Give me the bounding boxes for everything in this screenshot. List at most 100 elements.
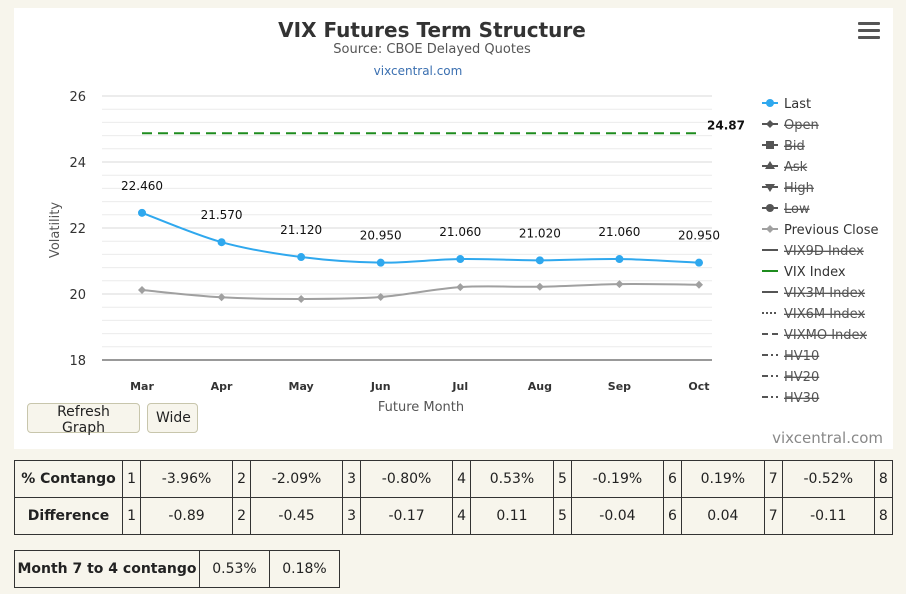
legend-item[interactable]: HV10	[784, 349, 819, 364]
table-cell: 7	[763, 497, 783, 535]
legend-item[interactable]: VIX9D Index	[784, 244, 864, 259]
previous-close-point	[695, 280, 703, 289]
legend-marker	[766, 204, 774, 212]
table-cell: 5	[552, 497, 572, 535]
y-tick-label: 24	[69, 156, 86, 171]
previous-close-point	[138, 286, 146, 295]
last-point	[138, 208, 146, 217]
vix-index-label: 24.87	[707, 118, 745, 132]
data-label: 21.060	[598, 225, 640, 239]
data-label: 22.460	[121, 179, 163, 193]
table-cell: 6	[662, 460, 682, 498]
legend-item[interactable]: Ask	[784, 160, 808, 175]
legend-marker	[765, 161, 775, 169]
table-row: Month 7 to 4 contango 0.53% 0.18%	[14, 550, 340, 588]
table-cell: 0.53%	[470, 460, 554, 498]
legend-item[interactable]: HV20	[784, 370, 819, 385]
x-tick-label: Oct	[688, 380, 709, 393]
chart-title: VIX Futures Term Structure	[278, 18, 586, 42]
chart-link: vixcentral.com	[374, 64, 463, 78]
legend-item[interactable]: Previous Close	[784, 223, 879, 238]
refresh-graph-button[interactable]: Refresh Graph	[27, 403, 140, 436]
x-tick-label: Mar	[130, 380, 154, 393]
last-point	[615, 255, 624, 264]
table-cell: -0.19%	[570, 460, 664, 498]
x-tick-label: Jun	[370, 380, 391, 393]
data-label: 21.060	[439, 225, 481, 239]
table-cell: -3.96%	[140, 460, 234, 498]
table-cell: 3	[342, 497, 362, 535]
table-cell: 0.53%	[199, 550, 270, 588]
table-cell: -0.04	[570, 497, 664, 535]
table-cell: -0.17	[360, 497, 454, 535]
legend-item[interactable]: Low	[784, 202, 810, 217]
table-cell: 8	[873, 497, 894, 535]
last-point	[217, 238, 226, 247]
data-label: 21.020	[519, 226, 561, 240]
legend-marker	[765, 184, 775, 192]
table-cell: 5	[552, 460, 572, 498]
legend-marker	[766, 99, 774, 107]
legend-marker	[766, 141, 774, 149]
previous-close-point	[535, 282, 544, 291]
y-tick-label: 18	[69, 354, 86, 369]
last-point	[456, 255, 465, 264]
table-row: Difference 1 -0.89 2 -0.45 3 -0.17 4 0.1…	[14, 497, 894, 535]
wide-button[interactable]: Wide	[147, 403, 198, 433]
table-cell: 0.18%	[269, 550, 340, 588]
table-cell: 1	[121, 497, 142, 535]
legend-item[interactable]: HV30	[784, 391, 819, 406]
legend-marker	[766, 225, 774, 233]
table-cell: 6	[662, 497, 682, 535]
legend-item[interactable]: High	[784, 181, 814, 196]
legend-item[interactable]: Open	[784, 118, 819, 133]
row-label: Month 7 to 4 contango	[14, 550, 200, 588]
table-cell: 4	[452, 460, 472, 498]
legend-marker	[766, 120, 774, 128]
x-tick-label: Aug	[528, 380, 552, 393]
legend-item[interactable]: VIX3M Index	[784, 286, 865, 301]
hamburger-menu-icon[interactable]	[858, 22, 880, 40]
table-cell: 2	[232, 497, 252, 535]
x-tick-label: Jul	[451, 380, 468, 393]
row-label: Difference	[14, 497, 123, 535]
table-cell: -0.89	[140, 497, 234, 535]
month-contango-table: Month 7 to 4 contango 0.53% 0.18%	[14, 550, 340, 588]
table-cell: -0.45	[250, 497, 344, 535]
legend-item[interactable]: VIX6M Index	[784, 307, 865, 322]
table-cell: -0.11	[781, 497, 875, 535]
y-tick-label: 20	[69, 288, 86, 303]
table-cell: -0.52%	[781, 460, 875, 498]
table-cell: 0.04	[680, 497, 765, 535]
x-tick-label: Apr	[211, 380, 233, 393]
table-row: % Contango 1 -3.96% 2 -2.09% 3 -0.80% 4 …	[14, 460, 894, 498]
table-cell: 2	[232, 460, 252, 498]
y-tick-label: 26	[69, 90, 86, 105]
legend-item[interactable]: VIXMO Index	[784, 328, 867, 343]
last-point	[297, 253, 306, 262]
last-point	[535, 256, 544, 265]
last-point	[376, 258, 385, 267]
legend-item[interactable]: VIX Index	[784, 265, 846, 280]
previous-close-point	[456, 283, 465, 292]
previous-close-point	[376, 292, 385, 301]
table-cell: -0.80%	[360, 460, 454, 498]
x-tick-label: May	[289, 380, 314, 393]
y-tick-label: 22	[69, 222, 86, 237]
chart-subtitle: Source: CBOE Delayed Quotes	[333, 42, 531, 57]
last-point	[695, 258, 703, 267]
x-axis-label: Future Month	[378, 400, 464, 415]
table-cell: 0.11	[470, 497, 554, 535]
data-label: 20.950	[678, 229, 720, 243]
data-label: 21.570	[201, 208, 243, 222]
x-tick-label: Sep	[608, 380, 631, 393]
table-cell: 4	[452, 497, 472, 535]
legend-item[interactable]: Bid	[784, 139, 805, 154]
table-cell: 7	[763, 460, 783, 498]
previous-close-point	[615, 280, 624, 289]
table-cell: 8	[873, 460, 894, 498]
row-label: % Contango	[14, 460, 123, 498]
data-label: 21.120	[280, 223, 322, 237]
table-cell: 0.19%	[680, 460, 765, 498]
legend-item[interactable]: Last	[784, 97, 811, 112]
